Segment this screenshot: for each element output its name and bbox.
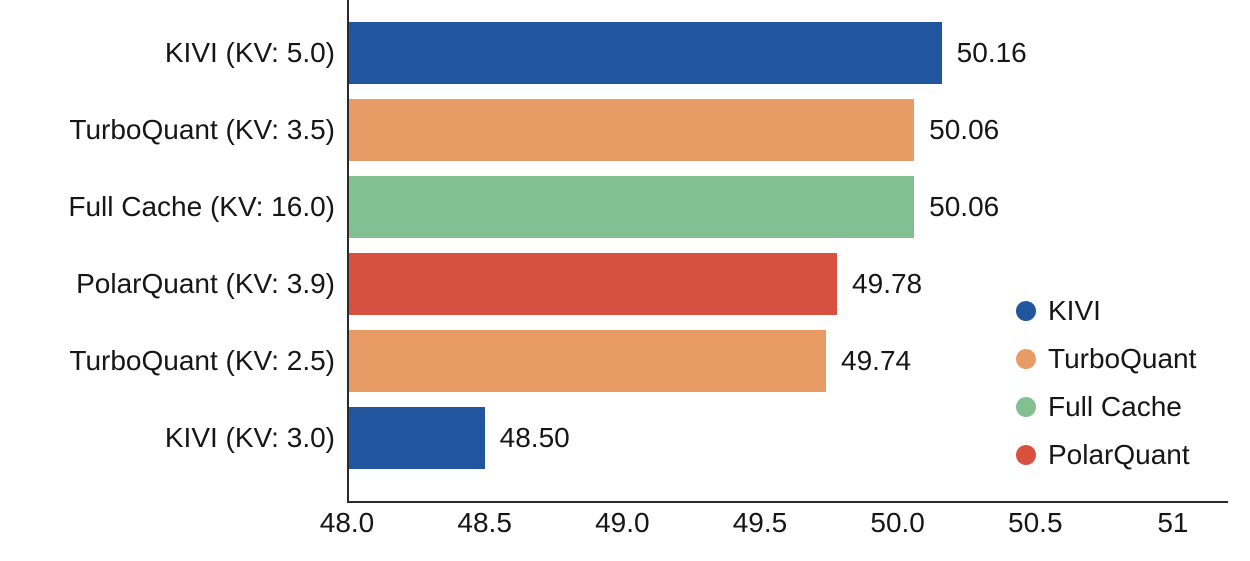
x-tick-label: 50.5 — [1008, 507, 1063, 538]
x-tick-label: 49.0 — [595, 507, 650, 538]
legend-dot-icon — [1016, 397, 1036, 417]
category-label: KIVI (KV: 3.0) — [164, 422, 335, 453]
bar — [349, 407, 485, 469]
category-label: TurboQuant (KV: 3.5) — [69, 114, 335, 145]
x-tick-label: 51 — [1157, 507, 1189, 538]
legend: KIVI TurboQuant Full Cache PolarQuant — [1016, 287, 1196, 479]
x-tick-label: 50.0 — [870, 507, 925, 538]
value-label: 50.06 — [929, 114, 1000, 145]
x-tick-label: 48.0 — [319, 507, 375, 538]
value-label: 49.78 — [852, 268, 923, 299]
bar — [349, 253, 838, 315]
legend-dot-icon — [1016, 349, 1036, 369]
value-label: 50.16 — [956, 37, 1027, 68]
category-label: Full Cache (KV: 16.0) — [68, 191, 335, 222]
value-label: 49.74 — [841, 345, 912, 376]
legend-item: PolarQuant — [1016, 431, 1196, 479]
legend-item: Full Cache — [1016, 383, 1196, 431]
bar — [349, 22, 942, 84]
legend-dot-icon — [1016, 445, 1036, 465]
x-tick-label: 48.5 — [457, 507, 512, 538]
bar — [349, 99, 915, 161]
legend-item: TurboQuant — [1016, 335, 1196, 383]
legend-label: Full Cache — [1048, 391, 1182, 422]
value-label: 48.50 — [499, 422, 570, 453]
category-label: TurboQuant (KV: 2.5) — [69, 345, 335, 376]
x-tick-label: 49.5 — [732, 507, 788, 538]
legend-label: PolarQuant — [1048, 439, 1190, 470]
bar — [349, 330, 827, 392]
value-label: 50.06 — [929, 191, 1000, 222]
category-label: KIVI (KV: 5.0) — [164, 37, 335, 68]
bar — [349, 176, 915, 238]
legend-dot-icon — [1016, 301, 1036, 321]
legend-label: TurboQuant — [1048, 343, 1197, 374]
legend-item: KIVI — [1016, 287, 1196, 335]
category-label: PolarQuant (KV: 3.9) — [76, 268, 335, 299]
legend-label: KIVI — [1048, 295, 1101, 326]
plot-area — [347, 0, 1228, 503]
